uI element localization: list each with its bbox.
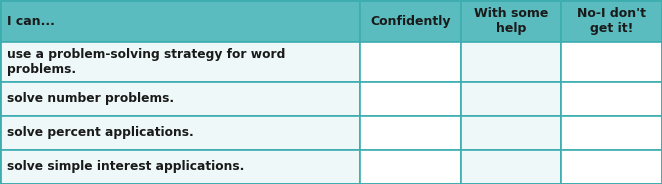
Bar xyxy=(561,116,662,150)
Bar xyxy=(0,82,360,116)
Text: No-I don't
get it!: No-I don't get it! xyxy=(577,7,646,35)
Text: solve simple interest applications.: solve simple interest applications. xyxy=(7,160,244,174)
Bar xyxy=(360,82,461,116)
Bar xyxy=(360,116,461,150)
Bar xyxy=(360,0,461,42)
Text: solve percent applications.: solve percent applications. xyxy=(7,126,193,139)
Bar xyxy=(461,82,561,116)
Bar xyxy=(561,82,662,116)
Text: use a problem-solving strategy for word
problems.: use a problem-solving strategy for word … xyxy=(7,48,285,76)
Bar xyxy=(561,0,662,42)
Bar xyxy=(360,42,461,82)
Text: I can...: I can... xyxy=(7,15,54,28)
Bar xyxy=(0,42,360,82)
Bar xyxy=(0,0,360,42)
Bar xyxy=(461,0,561,42)
Text: solve number problems.: solve number problems. xyxy=(7,92,173,105)
Bar xyxy=(461,116,561,150)
Bar xyxy=(0,116,360,150)
Bar xyxy=(461,42,561,82)
Bar xyxy=(561,42,662,82)
Bar xyxy=(561,150,662,184)
Text: With some
help: With some help xyxy=(474,7,548,35)
Text: Confidently: Confidently xyxy=(370,15,451,28)
Bar xyxy=(0,150,360,184)
Bar xyxy=(461,150,561,184)
Bar xyxy=(360,150,461,184)
